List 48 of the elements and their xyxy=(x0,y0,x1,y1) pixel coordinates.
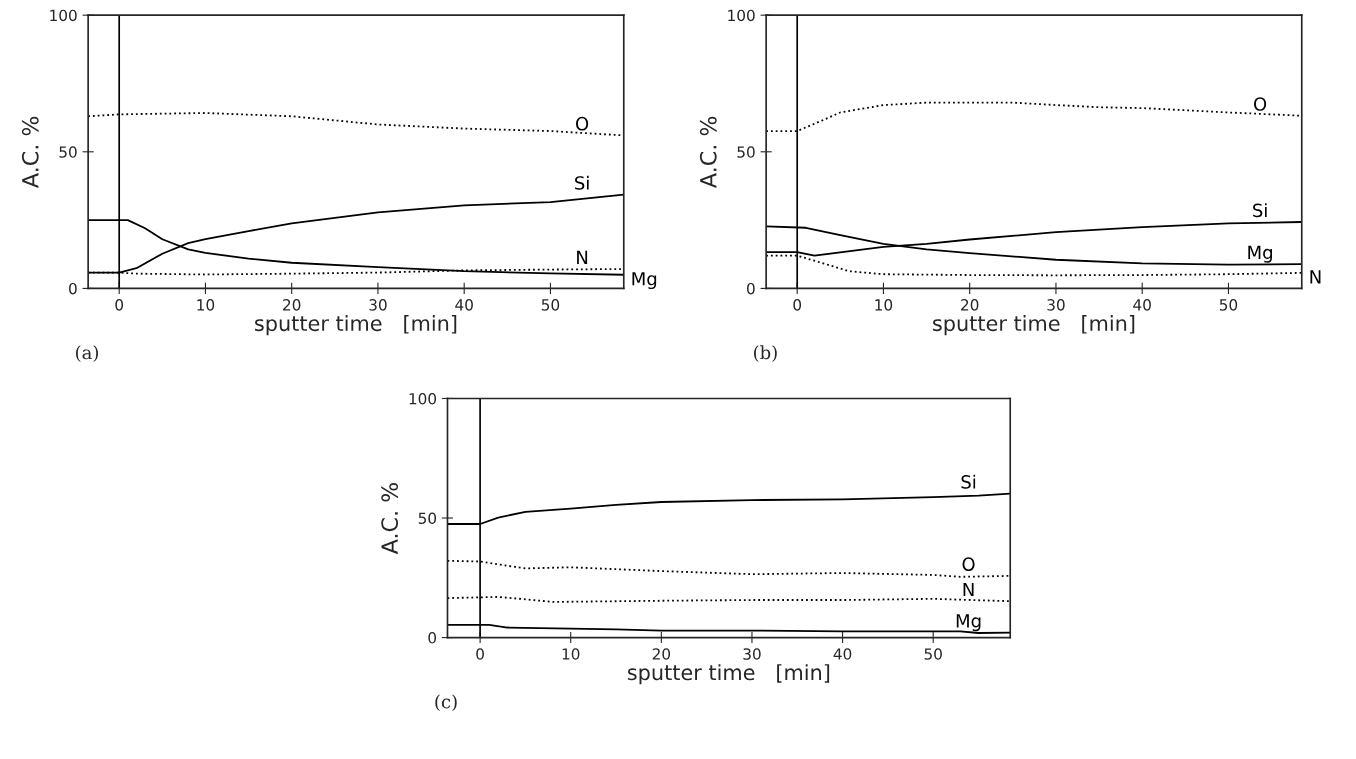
x-tick-label: 0 xyxy=(115,299,124,311)
x-tick-label: 50 xyxy=(1219,299,1238,311)
x-tick-label: 20 xyxy=(283,299,301,311)
y-tick-label: 50 xyxy=(59,146,77,158)
y-tick-label: 0 xyxy=(428,632,437,644)
x-tick-label: 20 xyxy=(652,648,671,660)
x-axis-title: sputter time [min] xyxy=(627,664,830,685)
x-axis-title: sputter time [min] xyxy=(933,315,1135,336)
series-label: N xyxy=(963,582,974,597)
x-tick-label: 40 xyxy=(1133,299,1151,311)
y-axis-title: A.C. % xyxy=(381,482,399,555)
y-tick-label: 0 xyxy=(69,282,77,295)
y-tick-label: 100 xyxy=(50,9,77,22)
x-tick-label: 10 xyxy=(562,648,580,660)
series-label: O xyxy=(1254,97,1267,111)
x-tick-label: 50 xyxy=(541,299,560,311)
series-label: Mg xyxy=(632,272,657,290)
y-tick-label: 0 xyxy=(747,282,755,295)
x-tick-label: 0 xyxy=(793,299,802,311)
series-label: Si xyxy=(575,175,589,190)
x-tick-label: 20 xyxy=(961,299,979,311)
x-tick-label: 0 xyxy=(476,648,484,660)
x-tick-label: 30 xyxy=(369,299,387,311)
x-tick-label: 10 xyxy=(875,299,893,311)
x-tick-label: 30 xyxy=(743,648,761,660)
x-tick-label: 50 xyxy=(924,648,942,660)
x-tick-label: 40 xyxy=(455,299,473,311)
series-label: N xyxy=(577,250,588,264)
series-label: O xyxy=(576,116,589,131)
y-tick-label: 50 xyxy=(418,512,437,525)
series-label: Si xyxy=(961,474,976,489)
series-label: O xyxy=(962,557,975,571)
x-tick-label: 10 xyxy=(197,299,215,311)
series-label: Mg xyxy=(1248,245,1272,263)
series-label: Mg xyxy=(956,614,981,632)
y-axis-title: A.C. % xyxy=(699,116,717,188)
text: (a) xyxy=(76,345,99,362)
text: (b) xyxy=(754,345,777,362)
x-tick-label: 40 xyxy=(833,648,852,660)
text: (c) xyxy=(435,694,457,712)
y-tick-label: 100 xyxy=(409,392,437,405)
series-label: N xyxy=(1310,270,1321,284)
x-axis-title: sputter time [min] xyxy=(255,315,457,336)
series-label: Si xyxy=(1253,203,1267,218)
y-axis-title: A.C. % xyxy=(21,116,39,188)
x-tick-label: 30 xyxy=(1047,299,1065,311)
y-tick-label: 100 xyxy=(728,9,755,22)
y-tick-label: 50 xyxy=(737,146,755,158)
